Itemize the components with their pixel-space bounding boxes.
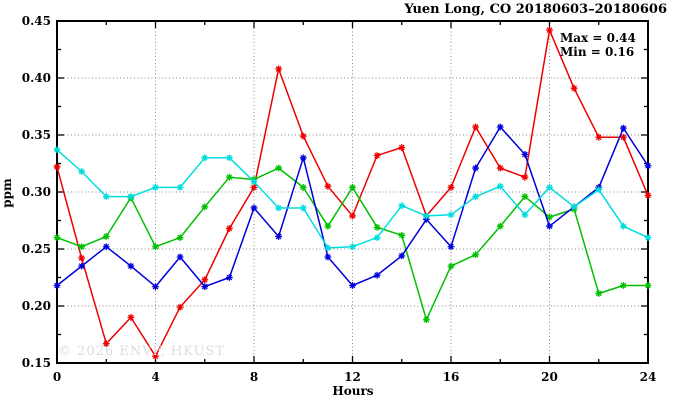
series-cyan-markers (53, 146, 652, 252)
min-label: Min = 0.16 (560, 45, 635, 59)
y-axis-label: ppm (0, 178, 14, 208)
plot-border (56, 20, 649, 364)
y-tick-label: 0.20 (22, 299, 51, 313)
x-tick-label: 16 (443, 370, 460, 384)
y-tick-label: 0.40 (22, 71, 51, 85)
watermark: © 2026 ENVF, HKUST (58, 344, 225, 359)
x-axis-label: Hours (332, 384, 374, 398)
max-label: Max = 0.44 (560, 31, 636, 45)
chart-title: Yuen Long, CO 20180603–20180606 (404, 2, 667, 17)
x-tick-label: 4 (151, 370, 159, 384)
x-tick-label: 12 (344, 370, 361, 384)
x-tick-label: 0 (53, 370, 61, 384)
series-red-markers (53, 26, 652, 360)
x-tick-label: 20 (541, 370, 558, 384)
stats-annotation: Max = 0.44 Min = 0.16 (560, 31, 636, 59)
y-tick-label: 0.45 (22, 14, 51, 28)
x-tick-label: 24 (640, 370, 657, 384)
y-tick-label: 0.25 (22, 242, 51, 256)
x-tick-label: 8 (250, 370, 258, 384)
y-tick-label: 0.35 (22, 128, 51, 142)
y-tick-label: 0.30 (22, 185, 51, 199)
y-tick-label: 0.15 (22, 356, 51, 370)
